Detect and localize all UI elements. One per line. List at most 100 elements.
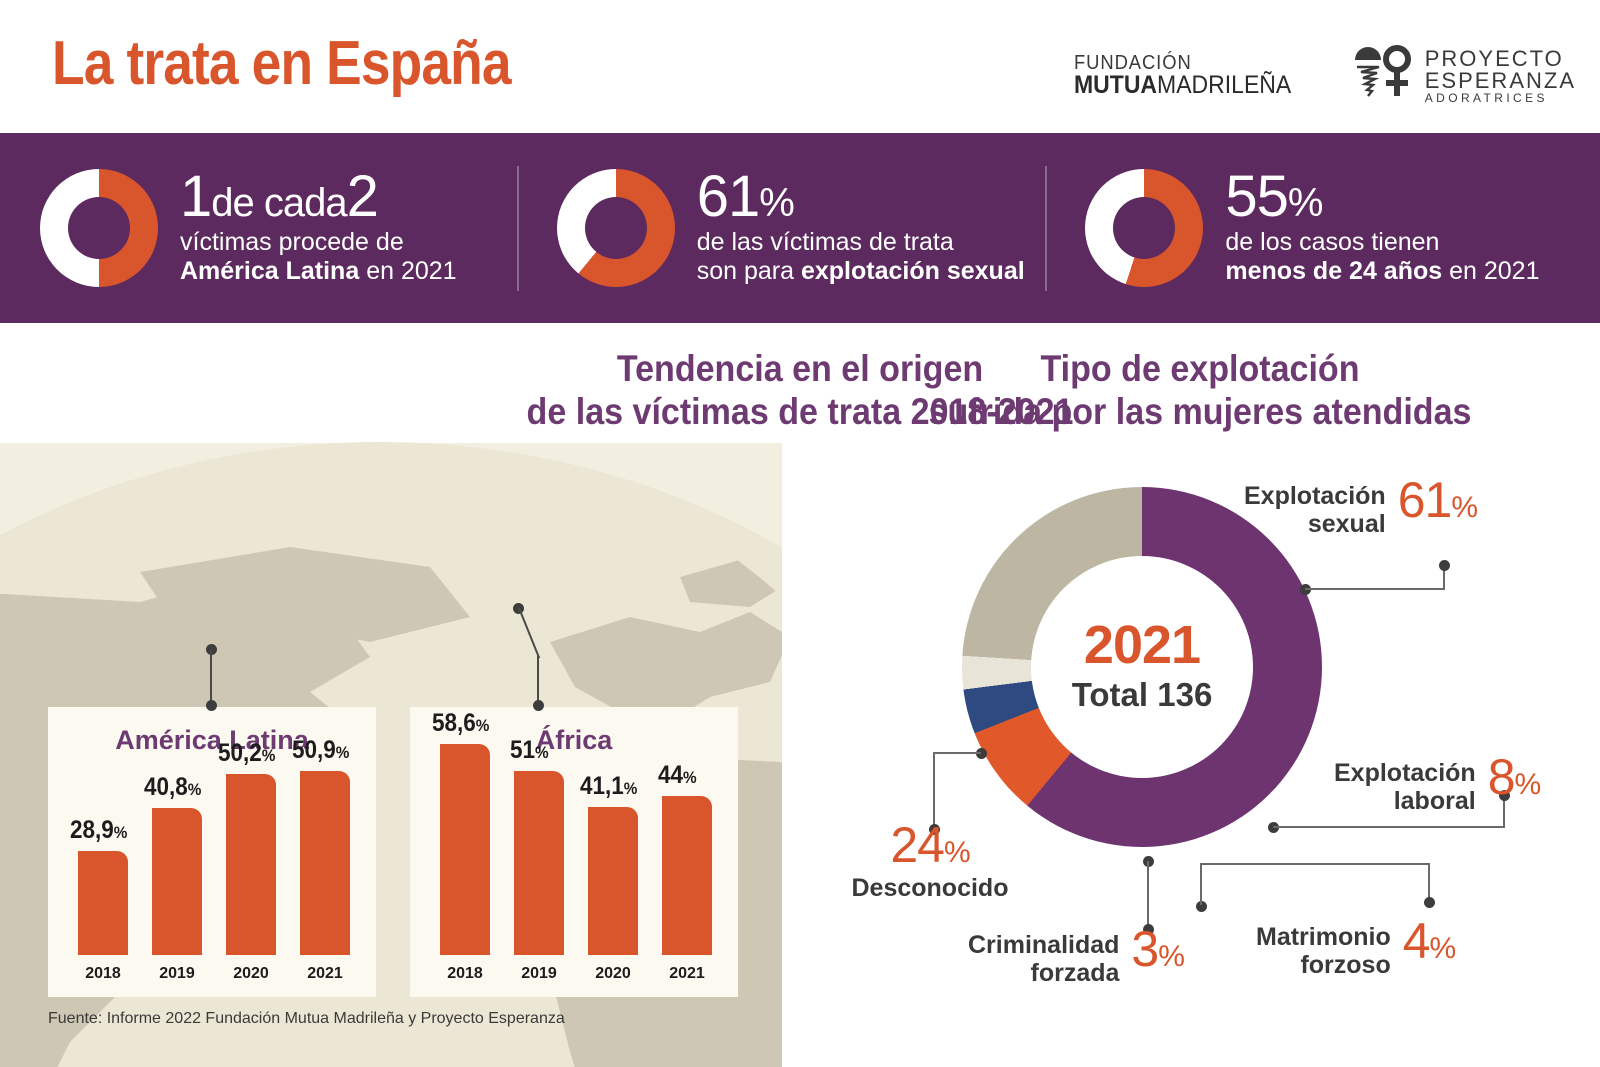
- callout-label-laboral: Explotación laboral: [1334, 752, 1476, 815]
- right-section-title: Tipo de explotación sufrida por las muje…: [832, 348, 1568, 434]
- stat-mid-1: de cada: [211, 180, 347, 225]
- stats-band: 1de cada2 víctimas procede de América Lat…: [0, 133, 1600, 323]
- pointer-line-latam: [210, 650, 212, 706]
- stat-sub-tail-origen: en 2021: [359, 257, 457, 286]
- callout-matrimonio-line2: forzoso: [1300, 951, 1391, 979]
- bar-latam-2021: [300, 771, 350, 955]
- leader-matrimonio: [1196, 855, 1446, 912]
- bar-year-africa-2021: 2021: [669, 965, 705, 982]
- bar-africa-2018: [440, 744, 490, 955]
- left-title-backdrop: [0, 323, 782, 443]
- leader-dot-matrimonio-start: [1196, 901, 1207, 912]
- bar-year-latam-2021: 2021: [307, 965, 343, 982]
- left-section-title: Tendencia en el origen de las víctimas d…: [64, 348, 1536, 434]
- stat-headline-edad: 55%: [1225, 167, 1539, 225]
- bar-value-africa-2021: 44%: [658, 761, 697, 790]
- callout-criminalidad-forzada: Criminalidad forzada 3%: [968, 924, 1185, 987]
- stat-num-55: 55: [1225, 163, 1289, 229]
- bar-value-latam-2018-unit: %: [113, 823, 128, 842]
- leader-seg-criminalidad-v: [1147, 861, 1149, 929]
- callout-matrimonio-line1: Matrimonio: [1256, 923, 1391, 951]
- stat-unit-61: %: [759, 180, 795, 225]
- callout-criminalidad-line1: Criminalidad: [968, 931, 1120, 959]
- callout-pct-criminalidad: 3%: [1131, 924, 1184, 974]
- page-title: La trata en España: [52, 29, 512, 98]
- bar-value-africa-2021-num: 44: [658, 761, 684, 789]
- pointer-dot-africa-bottom: [533, 700, 544, 711]
- right-title-line2: sufrida por las mujeres atendidas: [928, 390, 1472, 432]
- leader-dot-sexual-end: [1439, 560, 1450, 571]
- callout-pct-criminalidad-num: 3: [1131, 921, 1159, 977]
- callout-label-criminalidad: Criminalidad forzada: [968, 924, 1119, 987]
- page-header: La trata en España FUNDACIÓN MUTUAMADRIL…: [0, 0, 1600, 133]
- leader-laboral: [1268, 790, 1518, 860]
- stat-text-sexual: 61% de las víctimas de trata son para exp…: [697, 167, 1025, 286]
- donut-center-year: 2021: [1083, 615, 1201, 676]
- donut-chart-explotacion: 2021 Total 136: [962, 487, 1322, 847]
- callout-pct-desconocido: 24%: [845, 820, 1015, 870]
- stat-text-edad: 55% de los casos tienen menos de 24 años …: [1225, 167, 1539, 286]
- logo-mutuamadrilena-label: MUTUAMADRILEÑA: [1073, 70, 1291, 99]
- stat-num-2: 2: [346, 163, 379, 229]
- callout-pct-sexual-sym: %: [1451, 491, 1478, 524]
- bar-value-africa-2018-unit: %: [475, 716, 490, 735]
- logo-mutua-bold: MUTUA: [1073, 70, 1157, 99]
- callout-sexual-line2: sexual: [1307, 510, 1386, 538]
- leader-dot-criminalidad-end: [1143, 924, 1154, 935]
- leader-criminalidad: [1143, 856, 1163, 935]
- logo-proyecto-line1: PROYECTO: [1424, 45, 1564, 71]
- callout-explotacion-laboral: Explotación laboral 8%: [1334, 749, 1542, 815]
- stat-sub-bold-origen: América Latina: [180, 257, 360, 286]
- stat-card-edad: 55% de los casos tienen menos de 24 años …: [1047, 133, 1600, 323]
- bar-value-latam-2018-num: 28,9: [70, 816, 114, 844]
- bar-value-latam-2021-unit: %: [335, 743, 350, 762]
- bar-latam-2018: [78, 851, 128, 955]
- leader-seg-matrimonio-v2: [1428, 863, 1430, 901]
- callout-pct-matrimonio-num: 4: [1402, 913, 1431, 969]
- stat-num-1: 1: [180, 163, 212, 229]
- stat-sub-edad: de los casos tienen menos de 24 años en 2…: [1225, 228, 1539, 286]
- bar-year-africa-2018: 2018: [447, 965, 483, 982]
- stat-num-61: 61: [696, 163, 761, 229]
- bar-value-africa-2019-unit: %: [535, 743, 549, 762]
- leader-dot-matrimonio-end: [1424, 897, 1435, 908]
- bar-value-latam-2021: 50,9%: [292, 736, 349, 765]
- callout-pct-criminalidad-sym: %: [1158, 940, 1185, 973]
- callout-explotacion-sexual: Explotación sexual 61%: [1244, 472, 1478, 538]
- pointer-dot-latam-top: [206, 644, 217, 655]
- stat-text-origen: 1de cada2 víctimas procede de América Lat…: [180, 167, 457, 286]
- stat-card-sexual: 61% de las víctimas de trata son para exp…: [519, 133, 1046, 323]
- leader-desconocido: [928, 748, 988, 835]
- bar-africa-2021: [662, 796, 712, 955]
- callout-pct-sexual-num: 61: [1397, 472, 1453, 528]
- leader-seg-matrimonio-v1: [1200, 863, 1202, 905]
- callout-pct-sexual: 61%: [1397, 472, 1478, 528]
- callout-label-sexual: Explotación sexual: [1244, 475, 1386, 538]
- bar-africa-2020: [588, 807, 638, 955]
- bars-america-latina: 28,9% 2018 40,8% 2019 50,2% 2020 50,9% 2…: [48, 707, 376, 997]
- left-title-line2: de las víctimas de trata 2018-2021: [526, 390, 1074, 432]
- leader-seg-laboral-h: [1273, 826, 1505, 828]
- callout-label-matrimonio: Matrimonio forzoso: [1256, 916, 1391, 979]
- bar-value-latam-2020: 50,2%: [218, 739, 275, 768]
- leader-seg-desconocido-v: [933, 752, 935, 828]
- right-title-line1: Tipo de explotación: [1040, 348, 1360, 389]
- pointer-dot-latam-bottom: [206, 700, 217, 711]
- bar-value-africa-2020: 41,1%: [580, 772, 637, 801]
- logo-fundacion-mutua-madrilena: FUNDACIÓN MUTUAMADRILEÑA: [1073, 52, 1310, 99]
- bar-value-africa-2020-num: 41,1: [580, 772, 624, 800]
- logo-group: FUNDACIÓN MUTUAMADRILEÑA PROYECTO ESPERA…: [1074, 42, 1576, 109]
- stat-sub-bold-edad: menos de 24 años: [1225, 257, 1443, 286]
- leader-seg-matrimonio-h: [1200, 863, 1430, 865]
- leader-seg-laboral-v: [1503, 796, 1505, 828]
- stat-headline-origen: 1de cada2: [180, 167, 457, 225]
- callout-pct-laboral-num: 8: [1487, 749, 1516, 805]
- callout-pct-matrimonio-sym: %: [1429, 932, 1457, 965]
- stat-sub-bold-sexual: explotación sexual: [800, 257, 1025, 286]
- pointer-line-africa: [537, 656, 539, 706]
- bar-value-africa-2019-num: 51: [510, 736, 536, 764]
- bar-value-africa-2018-num: 58,6: [432, 709, 476, 737]
- callout-pct-laboral-sym: %: [1514, 768, 1542, 801]
- callout-matrimonio-forzoso: Matrimonio forzoso 4%: [1256, 913, 1457, 979]
- bar-value-latam-2020-unit: %: [261, 746, 276, 765]
